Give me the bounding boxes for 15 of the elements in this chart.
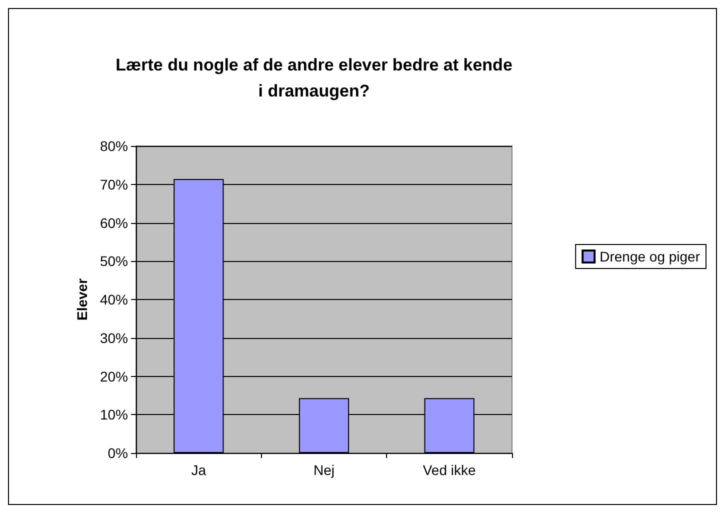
y-tick-label: 50%: [100, 253, 128, 270]
y-tick-label: 60%: [100, 214, 128, 231]
y-tick-label: 30%: [100, 330, 128, 346]
legend-label: Drenge og piger: [600, 248, 700, 264]
x-tick-label: Ved ikke: [422, 462, 476, 478]
y-tick-label: 20%: [100, 368, 128, 384]
y-tick-label: 70%: [100, 176, 128, 192]
y-tick-label: 0%: [108, 445, 128, 461]
chart-title: Lærte du nogle af de andre elever bedre at kende i dramaugen?: [116, 56, 512, 100]
x-tick-label: Nej: [313, 462, 335, 478]
y-tick-label: 80%: [100, 138, 128, 154]
y-tick-label: 40%: [100, 292, 128, 308]
y-tick-label: 10%: [100, 406, 128, 423]
x-tick-label: Ja: [191, 462, 206, 478]
y-axis-title: Elever: [74, 278, 90, 321]
